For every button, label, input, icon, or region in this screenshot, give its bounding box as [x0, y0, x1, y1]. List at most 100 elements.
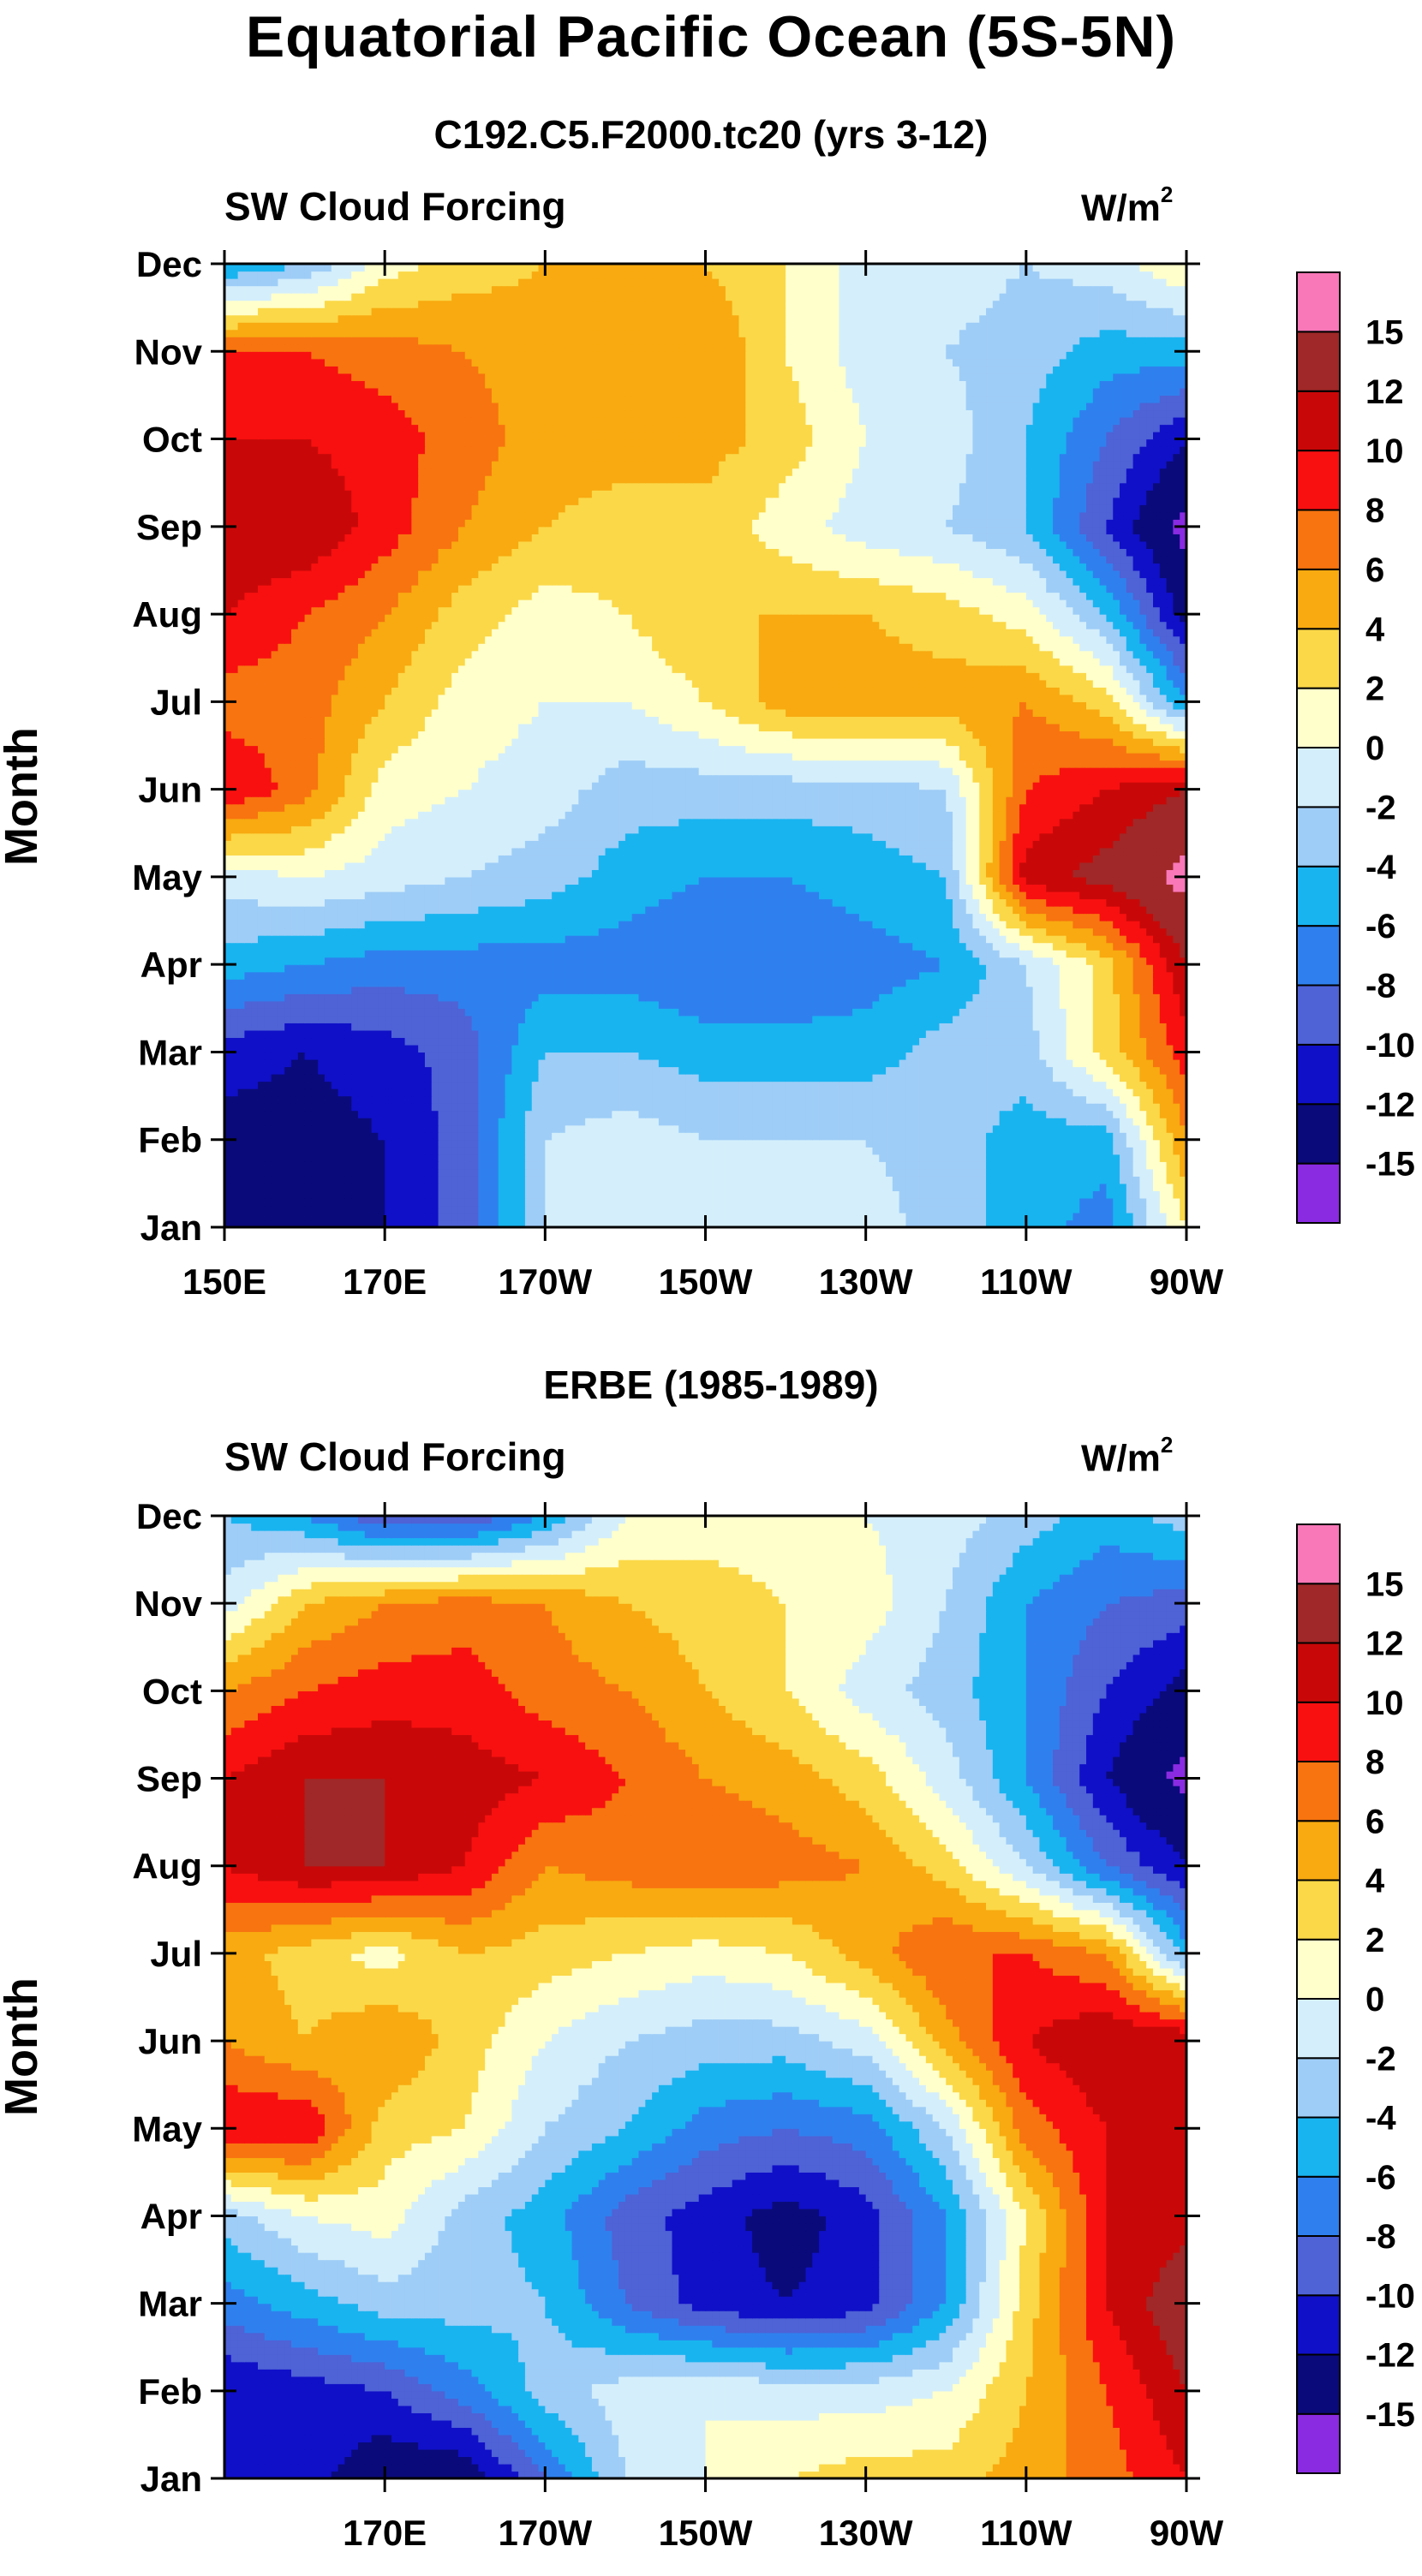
heatmap-cell [1166, 1103, 1174, 1112]
heatmap-cell [278, 1000, 285, 1009]
heatmap-cell [658, 1197, 666, 1207]
heatmap-cell [344, 1000, 352, 1009]
heatmap-cell [565, 1052, 573, 1060]
heatmap-cell [230, 1132, 239, 1141]
heatmap-cell [965, 1029, 974, 1039]
heatmap-cell [585, 1081, 593, 1089]
heatmap-cell [786, 1176, 793, 1184]
heatmap-cell [404, 1183, 412, 1191]
heatmap-cell [672, 1058, 679, 1068]
heatmap-cell [318, 1008, 326, 1017]
heatmap-cell [331, 1168, 339, 1177]
heatmap-cell [1006, 1015, 1013, 1023]
heatmap-cell [645, 1161, 653, 1170]
heatmap-cell [571, 1066, 579, 1075]
heatmap-cell [986, 1058, 994, 1068]
heatmap-cell [565, 1037, 573, 1046]
heatmap-cell [732, 1219, 740, 1228]
heatmap-cell [819, 1168, 827, 1177]
heatmap-cell [498, 1176, 506, 1184]
heatmap-cell [1006, 1219, 1013, 1228]
heatmap-cell [712, 993, 720, 1002]
heatmap-cell [612, 1095, 619, 1104]
heatmap-cell [1126, 986, 1134, 994]
heatmap-cell [1092, 1132, 1101, 1141]
heatmap-cell [290, 1015, 299, 1023]
heatmap-cell [992, 979, 1001, 987]
heatmap-cell [999, 1044, 1007, 1053]
heatmap-cell [786, 1095, 793, 1104]
heatmap-cell [812, 1147, 820, 1155]
heatmap-cell [297, 1015, 306, 1023]
heatmap-cell [612, 1132, 619, 1141]
heatmap-cell [418, 1095, 426, 1104]
heatmap-cell [705, 1132, 713, 1141]
heatmap-cell [351, 1190, 359, 1199]
heatmap-cell [318, 1147, 326, 1155]
heatmap-cell [385, 1058, 392, 1068]
heatmap-cell [631, 1037, 640, 1046]
heatmap-cell [371, 1183, 379, 1191]
heatmap-cell [631, 1205, 640, 1213]
heatmap-cell [1106, 1081, 1114, 1089]
heatmap-cell [899, 1219, 907, 1228]
heatmap-cell [1079, 1074, 1087, 1082]
heatmap-cell [251, 1183, 259, 1191]
heatmap-cell [1013, 1124, 1020, 1133]
heatmap-cell [485, 1118, 493, 1126]
heatmap-cell [905, 1190, 913, 1199]
heatmap-cell [772, 1052, 780, 1060]
heatmap-cell [1032, 1015, 1041, 1023]
heatmap-cell [905, 1023, 913, 1031]
heatmap-cell [872, 1066, 880, 1075]
heatmap-cell [552, 1183, 559, 1191]
heatmap-cell [719, 971, 726, 980]
heatmap-cell [865, 1088, 874, 1097]
heatmap-cell [505, 1154, 512, 1162]
heatmap-cell [364, 1074, 373, 1082]
heatmap-cell [445, 1095, 452, 1104]
heatmap-cell [385, 1023, 392, 1031]
heatmap-cell [411, 1176, 419, 1184]
heatmap-cell [1180, 1161, 1187, 1170]
heatmap-cell [1053, 1147, 1061, 1155]
heatmap-cell [758, 1183, 767, 1191]
heatmap-cell [979, 993, 987, 1002]
heatmap-cell [732, 1212, 740, 1221]
heatmap-cell [251, 1037, 259, 1046]
heatmap-cell [491, 1088, 499, 1097]
heatmap-cell [391, 1139, 399, 1148]
heatmap-cell [1092, 1095, 1101, 1104]
heatmap-cell [385, 986, 392, 994]
heatmap-cell [1039, 993, 1047, 1002]
heatmap-cell [1025, 1118, 1034, 1126]
heatmap-cell [485, 1154, 493, 1162]
heatmap-cell [758, 1197, 767, 1207]
heatmap-cell [1066, 1044, 1074, 1053]
heatmap-cell [552, 1029, 559, 1039]
heatmap-cell [1066, 979, 1074, 987]
heatmap-cell [752, 1219, 760, 1228]
heatmap-cell [1013, 1190, 1020, 1199]
heatmap-cell [1132, 1088, 1141, 1097]
heatmap-cell [1053, 1176, 1061, 1184]
heatmap-cell [271, 1212, 278, 1221]
heatmap-cell [518, 1147, 526, 1155]
heatmap-cell [605, 1190, 612, 1199]
heatmap-cell [1132, 1110, 1141, 1118]
heatmap-cell [338, 1205, 345, 1213]
heatmap-cell [892, 1168, 900, 1177]
heatmap-cell [445, 1074, 452, 1082]
heatmap-cell [1006, 1147, 1013, 1155]
heatmap-cell [431, 1023, 439, 1031]
heatmap-cell [1153, 1110, 1161, 1118]
heatmap-cell [1066, 1110, 1074, 1118]
heatmap-cell [1106, 1066, 1114, 1075]
heatmap-cell [1180, 1095, 1187, 1104]
heatmap-cell [1006, 1132, 1013, 1141]
heatmap-cell [1066, 1154, 1074, 1162]
heatmap-cell [819, 993, 827, 1002]
heatmap-cell [498, 1161, 506, 1170]
heatmap-cell [357, 1023, 366, 1031]
heatmap-cell [845, 1095, 853, 1104]
